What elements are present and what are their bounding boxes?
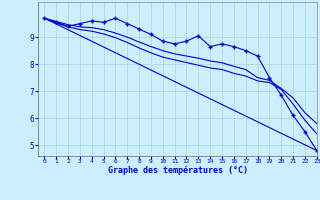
X-axis label: Graphe des températures (°C): Graphe des températures (°C)	[108, 166, 248, 175]
